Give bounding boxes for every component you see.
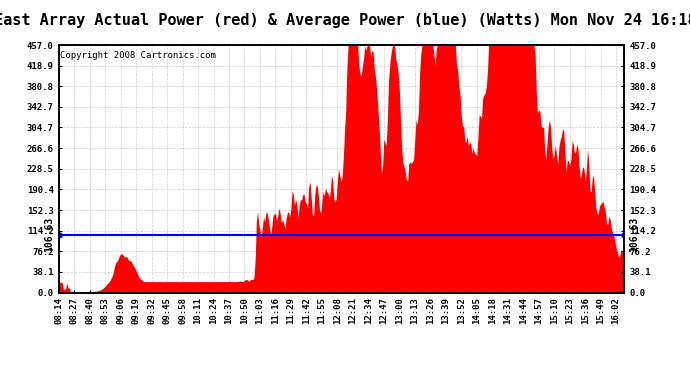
Text: 106.63: 106.63 <box>44 217 54 252</box>
Text: 106.63: 106.63 <box>629 217 639 252</box>
Text: East Array Actual Power (red) & Average Power (blue) (Watts) Mon Nov 24 16:18: East Array Actual Power (red) & Average … <box>0 13 690 28</box>
Text: Copyright 2008 Cartronics.com: Copyright 2008 Cartronics.com <box>60 51 216 60</box>
